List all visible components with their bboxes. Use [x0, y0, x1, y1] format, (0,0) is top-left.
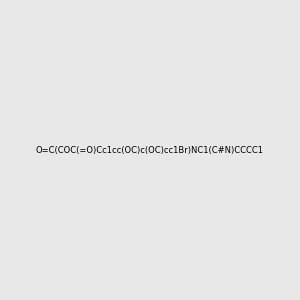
Text: O=C(COC(=O)Cc1cc(OC)c(OC)cc1Br)NC1(C#N)CCCC1: O=C(COC(=O)Cc1cc(OC)c(OC)cc1Br)NC1(C#N)C… [36, 146, 264, 154]
